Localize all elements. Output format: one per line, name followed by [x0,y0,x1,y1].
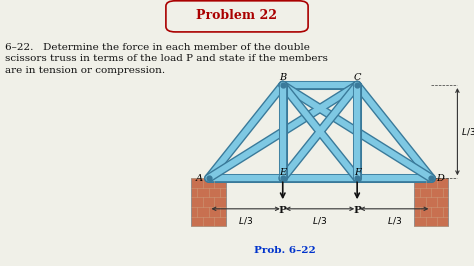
FancyBboxPatch shape [166,1,308,32]
Text: D: D [436,174,444,183]
Bar [414,178,448,226]
Text: C: C [354,73,361,82]
Text: F: F [354,168,361,177]
Text: Prob. 6–22: Prob. 6–22 [254,246,315,255]
Text: P: P [353,206,361,215]
Text: $L/3$: $L/3$ [461,126,474,137]
Text: A: A [196,174,203,183]
Text: E: E [279,168,286,177]
Text: $L/3$: $L/3$ [312,215,328,226]
Bar [191,178,226,226]
Text: B: B [279,73,286,82]
Text: P: P [279,206,287,215]
Text: $L/3$: $L/3$ [238,215,253,226]
Text: 6–22.   Determine the force in each member of the double
scissors truss in terms: 6–22. Determine the force in each member… [5,43,328,75]
Text: $L/3$: $L/3$ [387,215,402,226]
Text: Problem 22: Problem 22 [197,10,277,22]
